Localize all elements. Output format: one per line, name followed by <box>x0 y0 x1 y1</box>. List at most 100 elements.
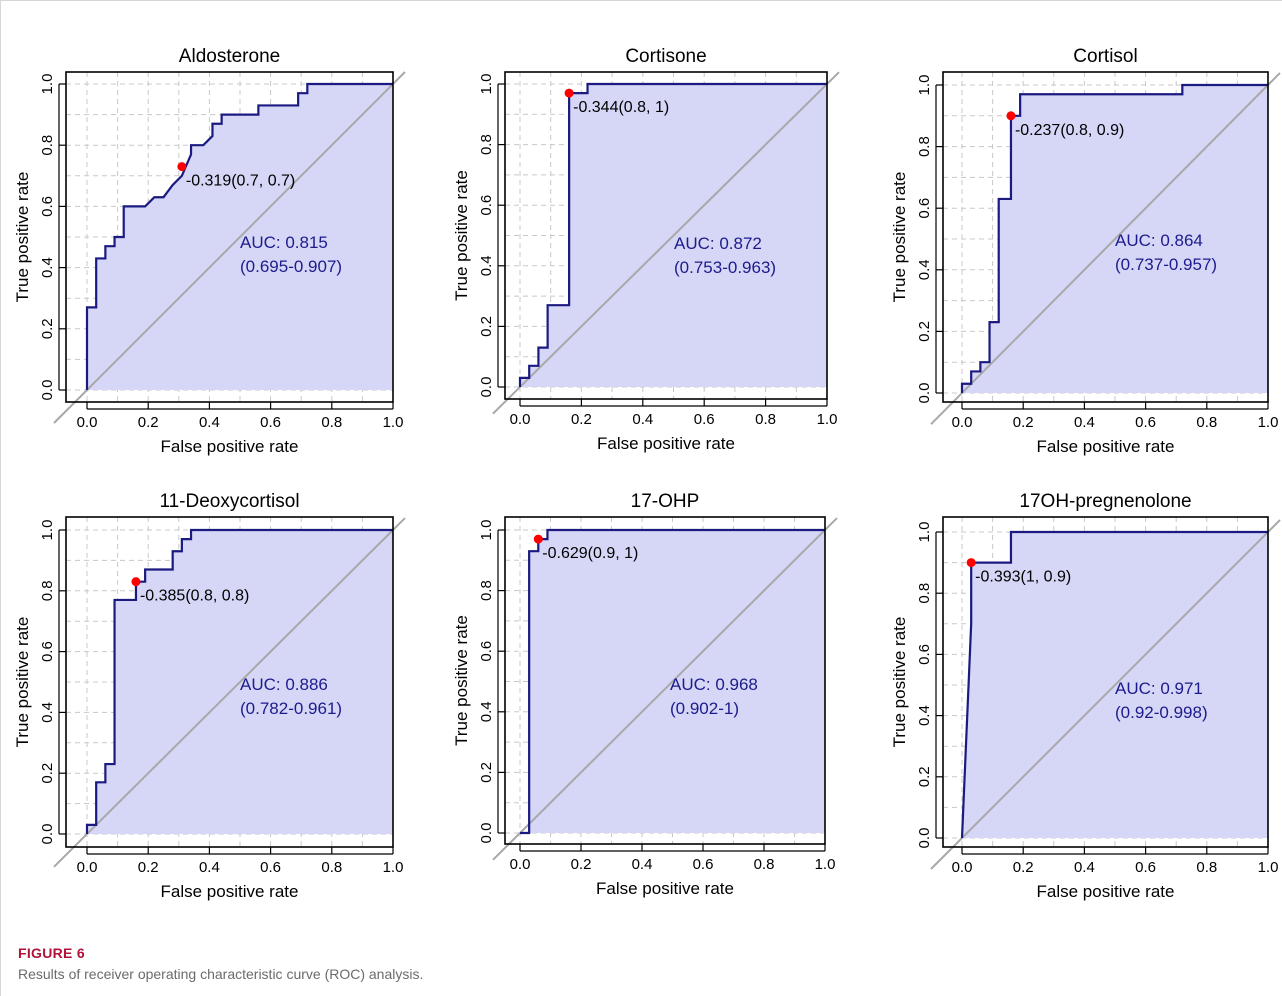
y-axis-label: True positive rate <box>13 617 32 748</box>
x-tick-label: 0.6 <box>1135 859 1156 876</box>
diagonal-reference-line <box>53 517 406 868</box>
cutoff-point <box>966 558 976 568</box>
auc-label: AUC: 0.886 <box>240 675 328 694</box>
y-tick-label: 0.0 <box>39 380 56 401</box>
cutoff-label: -0.344(0.8, 1) <box>573 99 669 116</box>
x-tick-label: 0.0 <box>77 414 98 431</box>
cutoff-point <box>533 534 543 544</box>
x-tick-label: 0.8 <box>321 859 342 876</box>
y-tick-label: 0.0 <box>39 824 56 845</box>
y-tick-label: 0.8 <box>916 136 933 157</box>
cutoff-label: -0.393(1, 0.9) <box>975 569 1071 586</box>
y-tick-label: 0.8 <box>39 580 56 601</box>
auc-label: AUC: 0.968 <box>670 675 758 694</box>
roc-panel-2: 0.0 0.2 0.4 0.6 0.8 1.0 0.0 0.2 0.4 0.6 0.8 1.0 Cort… <box>452 46 840 453</box>
cutoff-label: -0.319(0.7, 0.7) <box>186 173 295 190</box>
x-tick-label: 1.0 <box>817 411 838 428</box>
y-tick-label: 0.6 <box>916 198 933 219</box>
auc-ci-label: (0.782-0.961) <box>240 699 342 718</box>
cutoff-point <box>131 577 141 587</box>
roc-panel-5: 0.0 0.2 0.4 0.6 0.8 1.0 0.0 0.2 0.4 0.6 0.8 1.0 17-O… <box>452 491 838 898</box>
x-tick-label: 0.2 <box>571 411 592 428</box>
x-tick-label: 0.6 <box>260 414 281 431</box>
x-tick-label: 0.0 <box>952 859 973 876</box>
plot-title: 17OH-pregnenolone <box>1019 491 1191 512</box>
y-tick-label: 1.0 <box>478 74 495 95</box>
y-axis-label: True positive rate <box>890 172 909 303</box>
roc-panel-6: 0.0 0.2 0.4 0.6 0.8 1.0 0.0 0.2 0.4 0.6 0.8 1.0 17OH… <box>890 491 1281 901</box>
x-tick-label: 0.6 <box>694 411 715 428</box>
plot-title: 11-Deoxycortisol <box>159 491 299 512</box>
x-tick-label: 1.0 <box>1258 414 1279 431</box>
y-tick-label: 0.0 <box>478 823 495 844</box>
auc-ci-label: (0.902-1) <box>670 699 739 718</box>
auc-ci-label: (0.753-0.963) <box>674 258 776 277</box>
y-tick-label: 0.4 <box>916 259 933 280</box>
x-tick-label: 0.2 <box>1013 859 1034 876</box>
roc-curve <box>960 83 1268 393</box>
x-tick-label: 0.4 <box>632 856 653 873</box>
y-axis-label: True positive rate <box>13 172 32 303</box>
x-tick-label: 0.0 <box>77 859 98 876</box>
cutoff-point <box>1006 111 1016 121</box>
y-tick-label: 0.2 <box>39 763 56 784</box>
plot-title: Cortisone <box>625 46 706 67</box>
x-tick-label: 0.6 <box>260 859 281 876</box>
x-tick-label: 0.2 <box>138 859 159 876</box>
x-tick-label: 0.4 <box>199 414 220 431</box>
x-axis-label: False positive rate <box>597 434 735 453</box>
x-tick-label: 0.6 <box>693 856 714 873</box>
auc-ci-label: (0.92-0.998) <box>1115 703 1208 722</box>
y-tick-label: 1.0 <box>39 74 56 95</box>
auc-label: AUC: 0.971 <box>1115 679 1203 698</box>
x-tick-label: 0.6 <box>1135 414 1156 431</box>
y-tick-label: 1.0 <box>916 522 933 543</box>
plot-title: Aldosterone <box>179 46 280 67</box>
x-axis-label: False positive rate <box>596 879 734 898</box>
y-tick-label: 0.8 <box>478 580 495 601</box>
roc-curve <box>518 82 827 387</box>
y-tick-label: 0.2 <box>39 318 56 339</box>
x-axis-label: False positive rate <box>1037 882 1175 901</box>
cutoff-point <box>177 162 187 172</box>
x-axis-label: False positive rate <box>1037 437 1175 456</box>
y-tick-label: 0.6 <box>39 641 56 662</box>
x-tick-label: 0.0 <box>952 414 973 431</box>
roc-panel-3: 0.0 0.2 0.4 0.6 0.8 1.0 0.0 0.2 0.4 0.6 0.8 1.0 Cort… <box>890 46 1281 456</box>
y-tick-label: 0.0 <box>478 377 495 398</box>
cutoff-label: -0.385(0.8, 0.8) <box>140 588 249 605</box>
plot-box <box>504 516 826 845</box>
y-tick-label: 0.0 <box>916 383 933 404</box>
y-axis-label: True positive rate <box>452 615 471 746</box>
x-tick-label: 1.0 <box>383 859 404 876</box>
auc-label: AUC: 0.815 <box>240 233 328 252</box>
y-tick-label: 0.2 <box>916 321 933 342</box>
y-tick-label: 0.4 <box>39 257 56 278</box>
diagonal-reference-line <box>930 519 1281 870</box>
y-tick-label: 1.0 <box>478 520 495 541</box>
x-tick-label: 0.4 <box>1074 859 1095 876</box>
x-tick-label: 1.0 <box>383 414 404 431</box>
x-tick-label: 0.4 <box>1074 414 1095 431</box>
figure-caption: Results of receiver operating characteri… <box>18 966 424 982</box>
x-tick-label: 0.0 <box>510 411 531 428</box>
diagonal-reference-line <box>53 71 406 424</box>
diagonal-reference-line <box>930 72 1281 425</box>
auc-label: AUC: 0.872 <box>674 234 762 253</box>
auc-ci-label: (0.695-0.907) <box>240 257 342 276</box>
auc-label: AUC: 0.864 <box>1115 231 1203 250</box>
roc-curve <box>960 530 1268 839</box>
y-tick-label: 1.0 <box>39 520 56 541</box>
roc-curve <box>85 82 393 390</box>
y-tick-label: 0.6 <box>478 641 495 662</box>
x-tick-label: 0.8 <box>755 411 776 428</box>
y-tick-label: 0.6 <box>916 644 933 665</box>
x-axis-label: False positive rate <box>161 437 299 456</box>
y-tick-label: 0.2 <box>478 762 495 783</box>
y-tick-label: 1.0 <box>916 75 933 96</box>
x-tick-label: 0.8 <box>321 414 342 431</box>
y-tick-label: 0.4 <box>916 705 933 726</box>
y-tick-label: 0.4 <box>478 255 495 276</box>
y-tick-label: 0.8 <box>916 583 933 604</box>
